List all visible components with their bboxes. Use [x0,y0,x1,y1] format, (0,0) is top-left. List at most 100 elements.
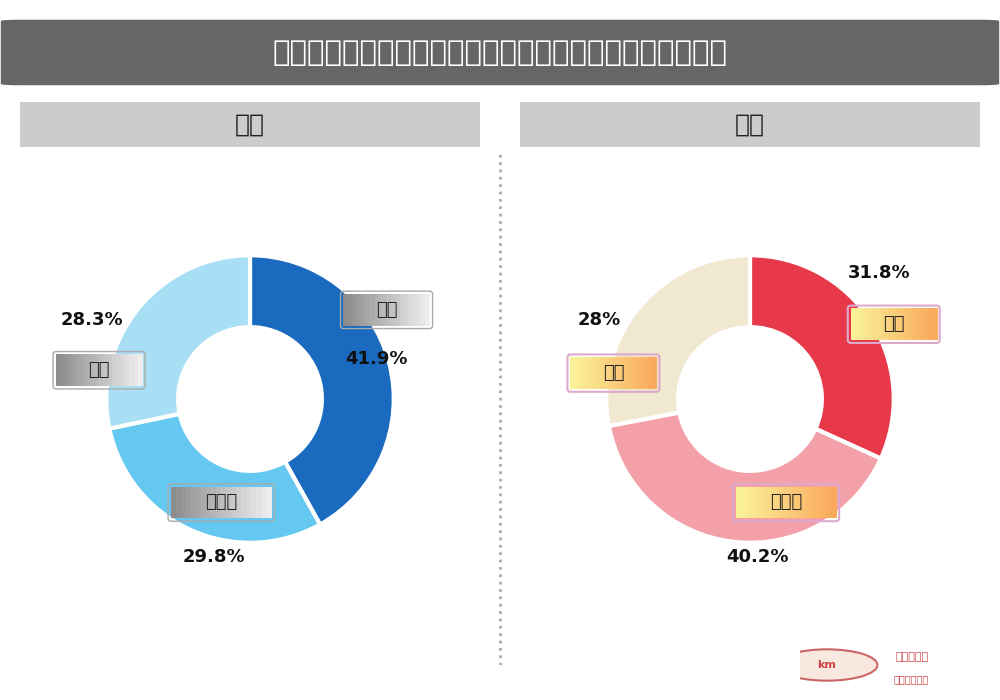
Bar [600,357,606,389]
Bar [776,486,782,518]
Bar [915,309,920,340]
Bar [826,486,832,518]
Bar [69,354,74,386]
Bar [256,486,262,518]
Bar [387,294,392,326]
Bar [171,486,177,518]
Bar [881,309,886,340]
Text: 29.8%: 29.8% [183,548,245,566]
Text: いいえ: いいえ [205,494,237,512]
Bar [806,486,812,518]
Bar [99,354,104,386]
Bar [911,309,916,340]
Bar [609,357,614,389]
Bar [221,486,227,518]
Bar [736,486,741,518]
Text: 男性: 男性 [235,112,265,136]
Text: はい: はい [883,315,904,333]
Bar [211,486,217,518]
Bar [626,357,631,389]
Text: 悩む: 悩む [603,364,624,382]
Bar [125,354,130,386]
FancyBboxPatch shape [20,102,480,147]
Bar [108,354,113,386]
Bar [831,486,837,518]
Bar [652,357,657,389]
Wedge shape [250,256,394,524]
Bar [186,486,192,518]
Bar [796,486,802,518]
Wedge shape [109,414,320,542]
Bar [592,357,597,389]
Bar [134,354,139,386]
Bar [920,309,925,340]
Wedge shape [750,256,894,458]
Bar [365,294,370,326]
Bar [924,309,929,340]
Text: 41.9%: 41.9% [345,350,408,368]
FancyBboxPatch shape [520,102,980,147]
Bar [421,294,426,326]
Bar [801,486,807,518]
Bar [206,486,212,518]
Bar [859,309,864,340]
Bar [579,357,584,389]
Circle shape [777,650,877,680]
Bar [588,357,593,389]
Bar [933,309,938,340]
Text: はい: はい [376,301,397,319]
Bar [374,294,379,326]
Bar [855,309,860,340]
Bar [56,354,61,386]
Bar [201,486,207,518]
Bar [404,294,409,326]
Text: 40.2%: 40.2% [726,548,788,566]
Bar [361,294,366,326]
Text: 28%: 28% [577,311,621,329]
FancyBboxPatch shape [1,20,999,85]
Bar [756,486,762,518]
Bar [95,354,100,386]
Bar [369,294,374,326]
Bar [196,486,202,518]
Bar [181,486,187,518]
Text: km: km [818,660,836,670]
Bar [894,309,899,340]
Bar [348,294,353,326]
Bar [851,309,856,340]
Text: 28.3%: 28.3% [61,311,123,329]
Bar [741,486,746,518]
Wedge shape [106,256,250,428]
Bar [226,486,232,518]
Bar [876,309,882,340]
Bar [391,294,396,326]
Bar [746,486,751,518]
Bar [816,486,822,518]
Bar [90,354,95,386]
Bar [191,486,197,518]
Bar [241,486,247,518]
Wedge shape [609,412,881,542]
Bar [751,486,756,518]
Bar [635,357,640,389]
Bar [382,294,387,326]
Bar [356,294,361,326]
Bar [596,357,601,389]
Bar [821,486,827,518]
Bar [82,354,87,386]
Bar [766,486,772,518]
Text: 女性: 女性 [735,112,765,136]
Bar [575,357,580,389]
Bar [786,486,792,518]
Bar [86,354,91,386]
Text: 既婚マッチ: 既婚マッチ [895,652,928,662]
Bar [400,294,405,326]
Bar [771,486,777,518]
Bar [902,309,907,340]
Text: 悩む: 悩む [88,361,110,379]
Wedge shape [606,256,750,426]
Bar [791,486,797,518]
Bar [251,486,257,518]
Bar [236,486,242,518]
Bar [872,309,877,340]
